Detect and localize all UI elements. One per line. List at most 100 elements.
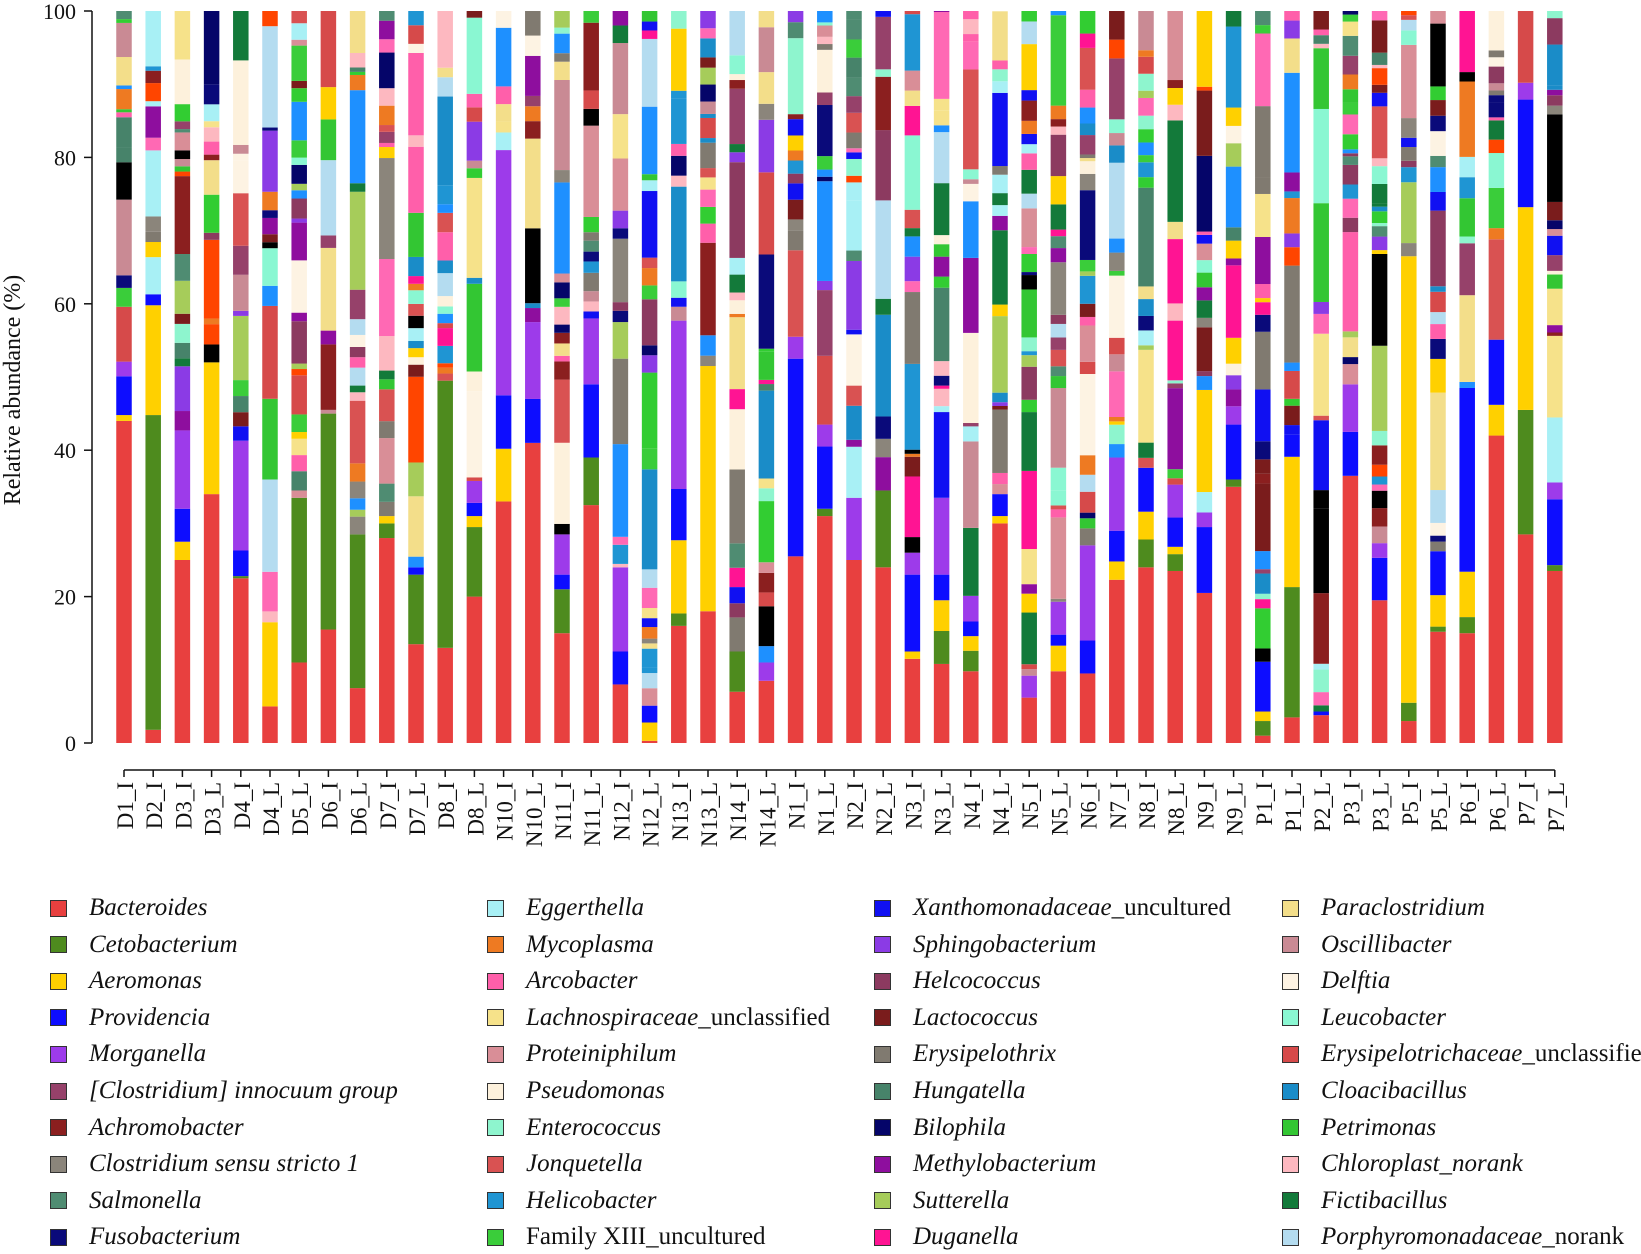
bar-segment-other-n3_i-1 bbox=[904, 476, 921, 538]
bar-segment-other-n13_i-5 bbox=[671, 155, 687, 176]
bar-segment-other-n13_l-16 bbox=[700, 38, 716, 58]
bar-segment-other-n12_i-4 bbox=[612, 358, 629, 445]
bar-segment-other-d7_l-20 bbox=[408, 25, 424, 44]
bar-segment-other-n14_l-3 bbox=[758, 572, 775, 593]
bar-segment-other-n1_i-13 bbox=[787, 11, 804, 23]
bar-segment-other-n4_l-4 bbox=[992, 402, 1008, 406]
bar-segment-other-p3_l-3 bbox=[1371, 484, 1388, 491]
bar-segment-other-d4_i-0 bbox=[233, 426, 249, 441]
bar-segment-other-n14_i-7 bbox=[729, 409, 745, 457]
bar-segment-other-n1_l-14 bbox=[817, 11, 833, 23]
bar-segment-other-d7_l-3 bbox=[408, 376, 424, 463]
bar-segment-other-n13_l-17 bbox=[700, 28, 716, 39]
bar-segment-other-p1_i-13 bbox=[1255, 314, 1271, 332]
bar-segment-other-n11_i-16 bbox=[554, 53, 570, 62]
bar-segment-bacteroides-p3_i bbox=[1342, 475, 1359, 743]
x-tick-label-p6_l: P6_L bbox=[1485, 782, 1510, 832]
bar-segment-other-n13_i-0 bbox=[671, 306, 687, 321]
bar-segment-other-d8_i-13 bbox=[437, 204, 453, 213]
bar-segment-other-n14_i-15 bbox=[729, 162, 745, 258]
bar-segment-bacteroides-n11_i bbox=[554, 633, 570, 743]
bar-segment-other-n4_l-13 bbox=[992, 166, 1008, 175]
bar-segment-other-p7_l-2 bbox=[1547, 332, 1563, 336]
bar-segment-other-n5_l-17 bbox=[1050, 204, 1067, 230]
bar-segment-morganella-p3_i bbox=[1342, 384, 1359, 432]
bar-segment-other-d7_l-13 bbox=[408, 276, 424, 284]
bar-segment-other-p1_i-4 bbox=[1255, 573, 1271, 594]
bar-segment-other-d4_i-12 bbox=[233, 60, 249, 145]
bar-segment-other-p1_l-4 bbox=[1284, 362, 1300, 371]
bar-segment-morganella-n5_i bbox=[1021, 675, 1037, 698]
bar-segment-other-n8_i-19 bbox=[1138, 50, 1154, 57]
bar-segment-cetobacterium-n1_l bbox=[817, 508, 833, 517]
bar-segment-other-n6_i-12 bbox=[1079, 271, 1096, 276]
bar-segment-other-n13_i-2 bbox=[671, 281, 687, 298]
bar-segment-other-n8_l-9 bbox=[1167, 120, 1183, 222]
bar-segment-other-n5_l-6 bbox=[1050, 388, 1067, 468]
bar-segment-other-n12_l-16 bbox=[641, 299, 658, 346]
bar-segment-other-n8_i-12 bbox=[1138, 142, 1154, 156]
bar-segment-other-n14_l-14 bbox=[758, 172, 775, 255]
bar-segment-other-n2_i-14 bbox=[846, 132, 862, 149]
bar-segment-providencia-n11_i bbox=[554, 574, 570, 590]
bar-segment-other-n3_i-14 bbox=[904, 90, 921, 106]
bar-segment-other-n13_l-6 bbox=[700, 177, 716, 190]
bar-segment-other-n9_i-13 bbox=[1196, 155, 1213, 232]
bar-segment-providencia-n1_l bbox=[817, 446, 833, 509]
bar-segment-other-n2_i-10 bbox=[846, 175, 862, 183]
bar-segment-other-d7_i-15 bbox=[379, 88, 395, 106]
bar-segment-other-d8_i-3 bbox=[437, 345, 453, 364]
bar-segment-other-n3_l-8 bbox=[933, 256, 950, 277]
bar-segment-other-n8_l-3 bbox=[1167, 383, 1183, 389]
bar-segment-other-d5_l-13 bbox=[291, 218, 307, 223]
bar-segment-other-d7_i-9 bbox=[379, 158, 395, 260]
bar-segment-other-n11_l-12 bbox=[583, 22, 599, 91]
bar-segment-other-p6_i-9 bbox=[1459, 11, 1475, 73]
x-tick-label-p5_i: P5_I bbox=[1398, 782, 1423, 825]
bar-segment-other-d6_i-7 bbox=[320, 87, 337, 120]
bar-segment-morganella-n6_i bbox=[1079, 545, 1096, 641]
bar-segment-other-p3_l-20 bbox=[1371, 106, 1388, 159]
bar-segment-other-p5_i-10 bbox=[1401, 15, 1417, 20]
bar-segment-other-n6_i-8 bbox=[1079, 325, 1096, 362]
bar-segment-other-n8_i-3 bbox=[1138, 345, 1154, 350]
bar-segment-morganella-p3_l bbox=[1371, 543, 1388, 558]
bar-segment-other-p2_l-0 bbox=[1313, 705, 1329, 712]
bar-segment-other-n12_i-12 bbox=[612, 114, 629, 159]
bar-segment-other-d6_i-3 bbox=[320, 247, 337, 331]
bar-segment-other-d2_i-8 bbox=[145, 83, 161, 102]
bar-segment-bacteroides-n1_i bbox=[787, 556, 804, 743]
bar-segment-other-d4_l-11 bbox=[262, 191, 278, 211]
bar-segment-bacteroides-n14_i bbox=[729, 691, 745, 743]
bar-segment-other-d2_i-3 bbox=[145, 216, 161, 232]
bar-segment-other-d6_l-16 bbox=[349, 90, 366, 184]
bar-segment-other-n1_i-4 bbox=[787, 183, 804, 200]
x-tick-label-n11_l: N11_L bbox=[580, 782, 605, 846]
bar-segment-aeromonas-n7_i bbox=[1109, 561, 1125, 580]
bar-segment-other-d7_i-18 bbox=[379, 20, 395, 40]
bar-segment-other-d8_i-5 bbox=[437, 323, 453, 329]
bar-segment-other-p3_l-17 bbox=[1371, 183, 1388, 204]
bar-segment-other-p3_i-7 bbox=[1342, 184, 1359, 199]
bar-segment-providencia-p6_i bbox=[1459, 387, 1475, 572]
bar-segment-providencia-n10_i bbox=[495, 395, 512, 449]
bar-segment-other-n7_i-10 bbox=[1109, 238, 1125, 253]
bar-segment-other-n5_i-25 bbox=[1021, 100, 1037, 121]
bar-segment-other-d5_l-22 bbox=[291, 80, 307, 89]
bar-segment-other-p3_l-24 bbox=[1371, 64, 1388, 69]
bar-segment-morganella-p7_i bbox=[1517, 82, 1534, 100]
bar-segment-other-n3_i-16 bbox=[904, 14, 921, 71]
bar-segment-other-d8_i-4 bbox=[437, 328, 453, 346]
bar-segment-providencia-n4_l bbox=[992, 494, 1008, 517]
bar-segment-other-p1_l-8 bbox=[1284, 198, 1300, 234]
bar-segment-other-n7_i-11 bbox=[1109, 162, 1125, 239]
bar-segment-other-d8_i-11 bbox=[437, 232, 453, 261]
bar-segment-other-d2_i-6 bbox=[145, 106, 161, 138]
bar-segment-aeromonas-n13_i bbox=[671, 540, 687, 614]
bar-segment-other-n8_l-2 bbox=[1167, 388, 1183, 470]
bar-segment-other-d4_l-0 bbox=[262, 611, 278, 623]
bar-segment-other-d6_l-14 bbox=[349, 191, 366, 290]
bar-segment-morganella-n3_i bbox=[904, 552, 921, 575]
bar-segment-other-p1_l-5 bbox=[1284, 265, 1300, 363]
bar-segment-other-n4_i-15 bbox=[963, 11, 979, 20]
